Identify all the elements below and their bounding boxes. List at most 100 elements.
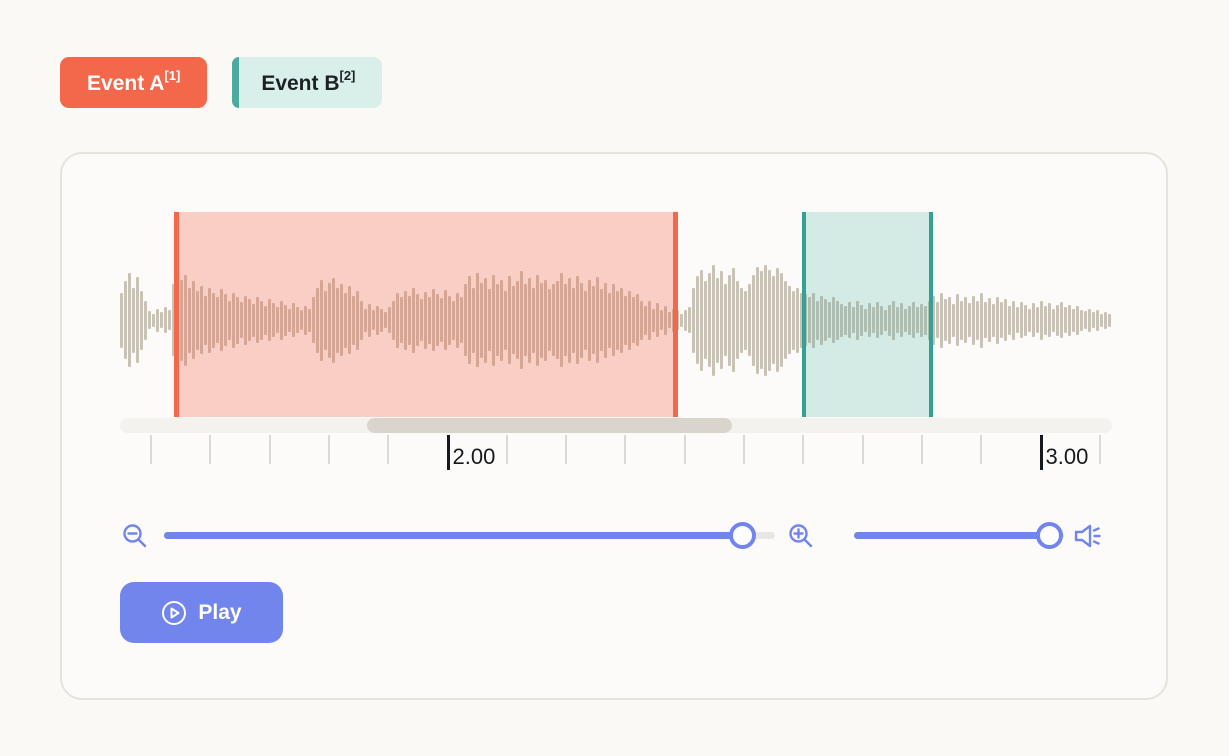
waveform-bar <box>208 287 211 353</box>
waveform-bar <box>904 308 907 332</box>
waveform-bar <box>620 287 623 353</box>
waveform-bar <box>236 296 239 344</box>
time-tick <box>920 435 923 464</box>
waveform-bar <box>512 286 515 354</box>
zoom-slider-thumb[interactable] <box>728 522 756 549</box>
waveform-bar <box>1064 307 1067 333</box>
waveform-bar <box>648 300 651 340</box>
waveform-bar <box>876 302 879 338</box>
waveform-bar <box>872 307 875 333</box>
waveform-bar <box>608 292 611 348</box>
waveform-bar <box>456 292 459 348</box>
zoom-out-button[interactable] <box>120 521 150 551</box>
waveform-bar <box>436 294 439 346</box>
waveform-bar <box>148 311 151 329</box>
waveform-bar <box>772 276 775 364</box>
waveform-bar <box>828 302 831 338</box>
waveform-bar <box>1060 302 1063 338</box>
zoom-in-icon <box>787 522 815 550</box>
event-a-region[interactable] <box>173 212 678 417</box>
waveform-bar <box>536 274 539 366</box>
event-b-chip[interactable]: Event B[2] <box>232 57 383 108</box>
waveform-bar <box>524 284 527 356</box>
waveform-bar <box>140 290 143 350</box>
waveform-bar <box>1036 307 1039 333</box>
waveform-bar <box>308 308 311 332</box>
waveform-bar <box>716 277 719 363</box>
waveform-bar <box>960 300 963 340</box>
waveform-bar <box>1000 302 1003 338</box>
waveform-bar <box>228 300 231 340</box>
waveform-bar <box>756 266 759 374</box>
waveform-bar <box>476 273 479 367</box>
waveform-bar <box>848 302 851 338</box>
waveform-bar <box>1096 309 1099 331</box>
time-tick <box>150 435 152 464</box>
time-tick <box>980 435 983 464</box>
waveform-bar <box>204 295 207 345</box>
waveform-bar <box>304 305 307 335</box>
volume-mute-button[interactable] <box>1073 521 1103 551</box>
waveform-bar <box>1076 305 1079 335</box>
waveform-bar <box>1108 313 1111 327</box>
play-button[interactable]: Play <box>120 582 283 643</box>
volume-slider[interactable] <box>854 522 1064 549</box>
waveform-bar <box>348 286 351 354</box>
waveform-bar <box>860 304 863 336</box>
waveform-bar <box>200 286 203 354</box>
waveform-bar <box>668 312 671 328</box>
waveform-bar <box>724 284 727 356</box>
waveform-bar <box>340 284 343 356</box>
waveform-bar <box>824 299 827 341</box>
waveform-scrollbar[interactable] <box>120 418 1112 433</box>
waveform-bar <box>224 294 227 346</box>
waveform-bar <box>132 287 135 353</box>
waveform-bar <box>708 273 711 367</box>
waveform-bar <box>568 277 571 363</box>
time-tick <box>1098 435 1101 464</box>
time-tick <box>327 435 330 464</box>
waveform-bar <box>728 274 731 366</box>
waveform-bar <box>940 292 943 348</box>
event-b-region[interactable] <box>802 212 933 417</box>
waveform-bar <box>688 307 691 333</box>
waveform-bar <box>748 284 751 356</box>
waveform-bar <box>700 269 703 371</box>
zoom-in-button[interactable] <box>786 521 816 551</box>
scrollbar-thumb[interactable] <box>367 418 733 433</box>
time-tick <box>565 435 568 464</box>
waveform-bar <box>980 292 983 348</box>
waveform-bar <box>900 303 903 337</box>
waveform-bar <box>472 287 475 353</box>
waveform-bar <box>540 282 543 358</box>
event-b-label: Event B[2] <box>261 67 356 95</box>
waveform-bar <box>448 295 451 345</box>
waveform-bar <box>272 303 275 337</box>
zoom-slider[interactable] <box>164 522 775 549</box>
waveform-bar <box>864 308 867 332</box>
waveform-bar <box>528 277 531 363</box>
waveform-bar <box>816 300 819 340</box>
waveform-viewport[interactable] <box>120 212 1112 417</box>
waveform[interactable] <box>120 212 1112 417</box>
waveform-bar <box>324 290 327 350</box>
waveform-bar <box>1052 308 1055 332</box>
waveform-bar <box>924 305 927 335</box>
volume-slider-thumb[interactable] <box>1036 522 1064 549</box>
event-a-chip[interactable]: Event A[1] <box>60 57 208 108</box>
waveform-bar <box>660 310 663 330</box>
time-tick <box>209 435 212 464</box>
waveform-bar <box>248 299 251 341</box>
waveform-bar <box>752 274 755 366</box>
waveform-bar <box>880 305 883 335</box>
waveform-bar <box>932 295 935 345</box>
waveform-bar <box>184 274 187 366</box>
waveform-bar <box>908 305 911 335</box>
waveform-bar <box>996 296 999 344</box>
waveform-bar <box>1068 304 1071 336</box>
waveform-bar <box>836 300 839 340</box>
event-chips: Event A[1] Event B[2] <box>60 57 383 108</box>
waveform-bar <box>572 287 575 353</box>
waveform-bar <box>1016 307 1019 333</box>
waveform-bar <box>652 308 655 332</box>
